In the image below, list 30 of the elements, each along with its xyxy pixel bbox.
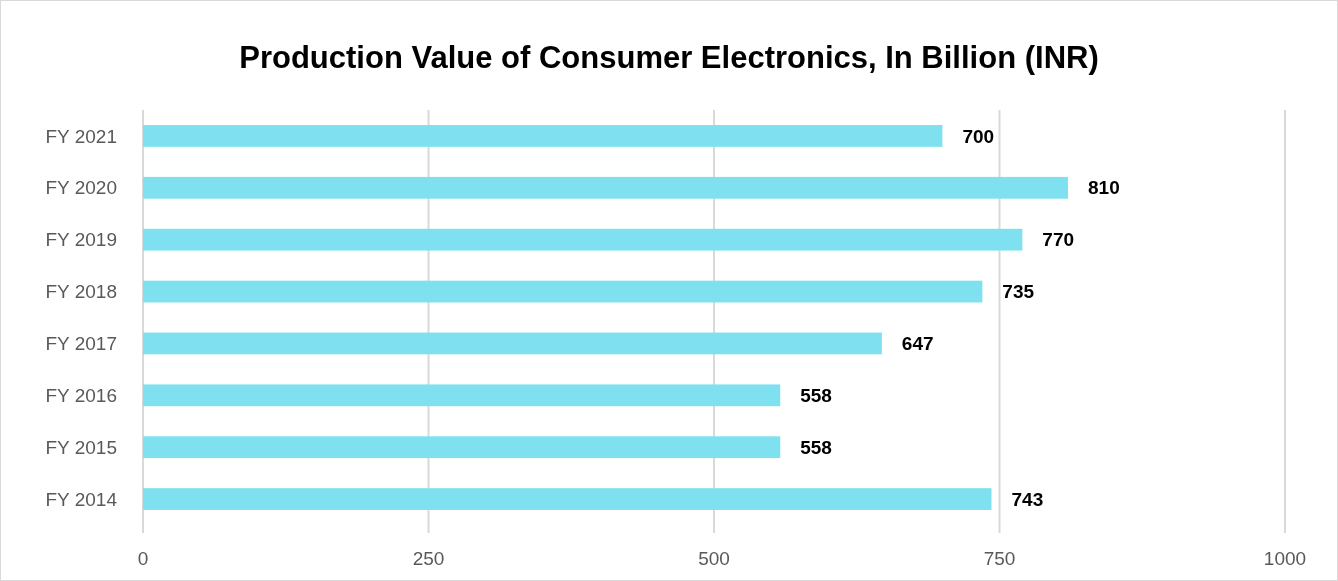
x-tick-label: 0 — [137, 548, 149, 569]
bar — [143, 384, 781, 407]
y-tick-label: FY 2019 — [45, 229, 117, 251]
bar — [143, 488, 992, 510]
data-label: 558 — [800, 436, 832, 458]
data-label: 558 — [800, 384, 832, 406]
y-tick-label: FY 2017 — [45, 333, 117, 355]
x-tick-label: 1000 — [1263, 548, 1307, 569]
y-tick-label: FY 2021 — [45, 125, 117, 147]
bar — [143, 436, 781, 459]
bar — [143, 332, 882, 355]
bar — [143, 125, 943, 147]
data-label: 735 — [1002, 281, 1035, 303]
data-label: 743 — [1011, 488, 1044, 510]
y-tick-label: FY 2015 — [45, 436, 117, 458]
x-tick-label: 750 — [983, 548, 1016, 569]
bar — [143, 280, 983, 303]
x-tick-label: 500 — [698, 548, 730, 569]
y-tick-label: FY 2018 — [45, 281, 117, 303]
y-tick-label: FY 2020 — [45, 177, 117, 199]
y-tick-label: FY 2016 — [45, 384, 117, 406]
chart-title: Production Value of Consumer Electronics, In Billion (INR) — [239, 40, 1099, 75]
data-label: 770 — [1042, 229, 1075, 251]
bar — [143, 228, 1023, 251]
bar — [143, 176, 1069, 199]
x-tick-label: 250 — [412, 548, 445, 569]
data-label: 810 — [1088, 177, 1120, 199]
data-label: 647 — [901, 333, 934, 355]
y-tick-label: FY 2014 — [45, 488, 118, 510]
data-label: 700 — [962, 125, 995, 147]
